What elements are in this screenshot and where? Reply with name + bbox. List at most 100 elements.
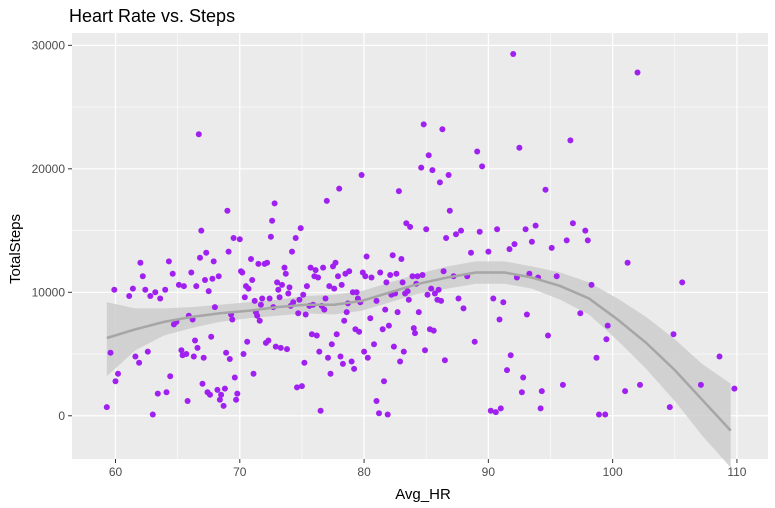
data-point [339, 360, 346, 367]
data-point [279, 281, 285, 288]
data-point [532, 222, 539, 229]
data-point [409, 273, 416, 280]
data-point [112, 378, 119, 385]
data-point [569, 220, 576, 227]
data-point [528, 238, 535, 245]
data-point [157, 295, 164, 302]
data-point [325, 354, 331, 361]
data-point [225, 248, 232, 255]
data-point [364, 354, 371, 361]
data-point [358, 172, 365, 178]
data-point [254, 312, 261, 319]
data-point [343, 309, 350, 316]
data-point [471, 338, 478, 345]
data-point [149, 411, 156, 418]
data-point [439, 126, 446, 133]
data-point [596, 411, 602, 418]
data-point [198, 227, 205, 234]
data-point [412, 330, 418, 337]
data-point [144, 348, 151, 355]
data-point [474, 148, 481, 155]
data-point [510, 51, 517, 57]
data-point [165, 258, 172, 265]
data-point [193, 283, 200, 290]
data-point [132, 353, 139, 360]
data-point [563, 237, 570, 244]
data-point [214, 386, 221, 393]
data-point [438, 297, 445, 304]
data-point [496, 316, 503, 323]
data-point [265, 337, 272, 344]
data-point [518, 389, 525, 396]
data-point [115, 370, 121, 377]
data-point [500, 299, 507, 306]
data-point [296, 296, 303, 303]
data-point [537, 405, 544, 412]
data-point [224, 207, 231, 214]
x-tick-label: 110 [727, 465, 746, 479]
data-point [211, 304, 218, 311]
data-point [425, 152, 432, 159]
data-point [322, 295, 329, 302]
data-point [328, 341, 335, 348]
data-point [511, 241, 518, 248]
data-point [142, 286, 149, 293]
data-point [385, 322, 392, 329]
data-point [184, 398, 191, 404]
data-point [126, 293, 133, 299]
data-point [400, 348, 407, 355]
data-point [405, 296, 412, 303]
data-point [341, 317, 348, 324]
data-point [455, 295, 462, 302]
data-point [731, 385, 738, 392]
confidence-band-layer [106, 261, 731, 468]
data-point [271, 200, 278, 207]
data-point [208, 333, 215, 340]
data-point [215, 273, 222, 280]
data-point [637, 381, 643, 388]
data-point [333, 331, 340, 338]
data-point [180, 283, 187, 290]
data-point [209, 275, 216, 282]
data-point [353, 289, 360, 296]
data-point [458, 227, 464, 234]
data-point [335, 273, 341, 280]
data-point [367, 315, 374, 322]
data-point [407, 223, 414, 230]
data-point [588, 281, 595, 288]
data-point [399, 279, 406, 286]
data-point [418, 164, 425, 171]
data-point [394, 309, 401, 316]
y-tick-label: 30000 [32, 38, 66, 52]
data-point [593, 354, 600, 361]
data-point [622, 388, 629, 395]
data-point [368, 274, 375, 281]
data-point [139, 273, 146, 280]
data-point [602, 411, 609, 418]
data-point [377, 269, 384, 276]
data-point [313, 332, 320, 339]
data-point [147, 293, 154, 299]
data-point [460, 305, 467, 312]
data-point [398, 256, 405, 262]
data-point [338, 281, 345, 288]
data-point [218, 391, 225, 398]
axes: 60 70 80 90 100 110 0 10000 20000 30000 [32, 38, 747, 479]
data-point [468, 249, 474, 256]
data-point [229, 316, 236, 323]
data-point [414, 273, 421, 280]
data-point [244, 338, 251, 345]
data-point [582, 227, 589, 234]
data-point [363, 253, 370, 260]
data-point [522, 226, 529, 233]
data-point [320, 264, 327, 271]
data-point [548, 244, 555, 251]
data-point [346, 268, 353, 275]
data-point [188, 269, 195, 276]
data-point [323, 197, 330, 204]
data-point [422, 347, 428, 354]
data-point [431, 290, 438, 297]
data-point [240, 351, 247, 357]
data-point [251, 297, 258, 304]
data-point [716, 353, 723, 360]
